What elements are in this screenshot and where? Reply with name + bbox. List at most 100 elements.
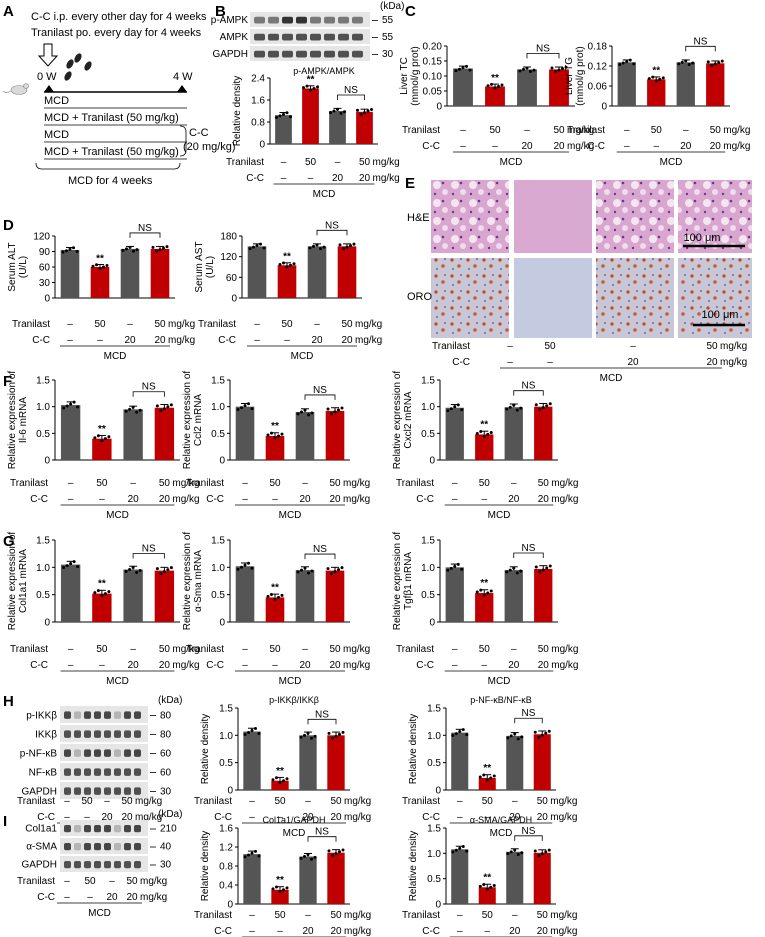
data-point — [456, 403, 460, 407]
tranilast-value: – — [130, 644, 136, 655]
significance-marker: ** — [480, 578, 488, 589]
blot-band — [134, 787, 141, 795]
data-point — [305, 84, 309, 88]
unit-label: mg/kg — [551, 494, 578, 505]
bar — [475, 434, 494, 460]
tranilast-value: 50 — [305, 157, 317, 168]
tranilast-value: – — [511, 478, 517, 489]
kda-marker: 55 — [382, 15, 394, 26]
blot-label: GAPDH — [21, 860, 57, 871]
cc-value: 20 — [332, 173, 344, 184]
unit-label: mg/kg — [344, 926, 371, 937]
data-point — [155, 567, 159, 571]
tranilast-value: 50 — [538, 478, 550, 489]
panel-letter-c: C — [405, 3, 416, 20]
bar — [60, 249, 80, 298]
blot-band — [310, 33, 321, 41]
oro-image-1 — [431, 258, 509, 338]
unit-label: mg/kg — [550, 796, 577, 807]
data-point — [95, 263, 98, 267]
data-point — [303, 733, 306, 737]
tranilast-value: – — [64, 876, 70, 887]
western-blot-i: Col1a1 210 α-SMA 40 GAPDH 30 (kDa) — [21, 809, 182, 872]
data-point — [62, 406, 66, 410]
data-point — [316, 85, 319, 89]
design-footer: MCD for 4 weeks — [68, 175, 153, 187]
data-point — [520, 851, 524, 855]
data-point — [486, 84, 490, 88]
data-point — [489, 430, 493, 434]
data-point — [103, 592, 107, 596]
blot-band — [94, 768, 101, 776]
tranilast-value: 50 — [710, 125, 722, 136]
blot-band — [352, 33, 363, 41]
bar — [506, 735, 524, 790]
tranilast-label: Tranilast — [396, 478, 434, 489]
cc-value: – — [99, 660, 105, 671]
cc-value: 20 — [521, 141, 533, 152]
y-axis-label: Relative density — [408, 714, 419, 785]
data-point — [308, 246, 312, 250]
data-point — [337, 568, 340, 572]
unit-label: mg/kg — [172, 494, 199, 505]
y-axis-label: Relative density — [232, 76, 243, 147]
cc-value: – — [452, 494, 458, 505]
bar — [271, 889, 289, 904]
data-point — [461, 66, 465, 70]
cc-label: C-C — [422, 812, 440, 823]
week-4-label: 4 W — [173, 71, 193, 83]
ns-label: NS — [142, 382, 156, 393]
blot-band — [134, 825, 141, 833]
bar — [451, 732, 469, 790]
blot-band — [254, 16, 265, 24]
significance-marker: ** — [98, 424, 106, 435]
data-point — [561, 67, 564, 71]
data-point — [307, 413, 310, 417]
kda-marker: 40 — [160, 842, 172, 853]
data-point — [302, 86, 305, 90]
data-point — [564, 65, 568, 69]
data-point — [337, 408, 340, 412]
cc-value: – — [457, 926, 463, 937]
y-tick-label: 0.8 — [251, 118, 265, 129]
cc-value: 20 — [509, 926, 521, 937]
bar — [247, 246, 267, 298]
blot-band — [324, 16, 335, 24]
data-point — [266, 433, 270, 437]
blot-band — [104, 730, 111, 738]
data-point — [271, 778, 275, 782]
blot-band — [352, 50, 363, 58]
data-point — [515, 408, 519, 412]
data-point — [691, 61, 695, 65]
significance-marker: ** — [271, 421, 279, 432]
bar — [265, 436, 285, 460]
mouse-icon — [2, 83, 29, 95]
data-point — [628, 58, 632, 62]
chart-title: α-SMA/GAPDH — [470, 815, 532, 825]
kda-header: (kDa) — [158, 809, 182, 820]
data-point — [266, 594, 270, 598]
data-point — [247, 561, 250, 565]
bar — [676, 62, 695, 106]
chart-g2: 0 0.5 1.0 1.5 Relative expression ofα-Sma mR… — [182, 532, 370, 687]
data-point — [486, 432, 490, 436]
blot-band — [104, 787, 111, 795]
tranilast-value: 50 — [159, 478, 171, 489]
cc-value: 20 — [159, 660, 171, 671]
blot-band — [114, 749, 121, 757]
y-tick-label: 0 — [219, 456, 225, 467]
week-0-label: 0 W — [37, 71, 57, 83]
blot-band — [124, 711, 131, 719]
tranilast-value: 50 — [359, 157, 371, 168]
blot-band — [74, 768, 81, 776]
data-point — [338, 732, 341, 736]
bar — [534, 568, 553, 622]
data-point — [345, 245, 349, 249]
data-point — [306, 853, 310, 857]
data-point — [330, 412, 333, 416]
cc-value: – — [99, 494, 105, 505]
data-point — [449, 407, 453, 411]
data-point — [243, 732, 247, 736]
unit-label: mg/kg — [551, 478, 578, 489]
